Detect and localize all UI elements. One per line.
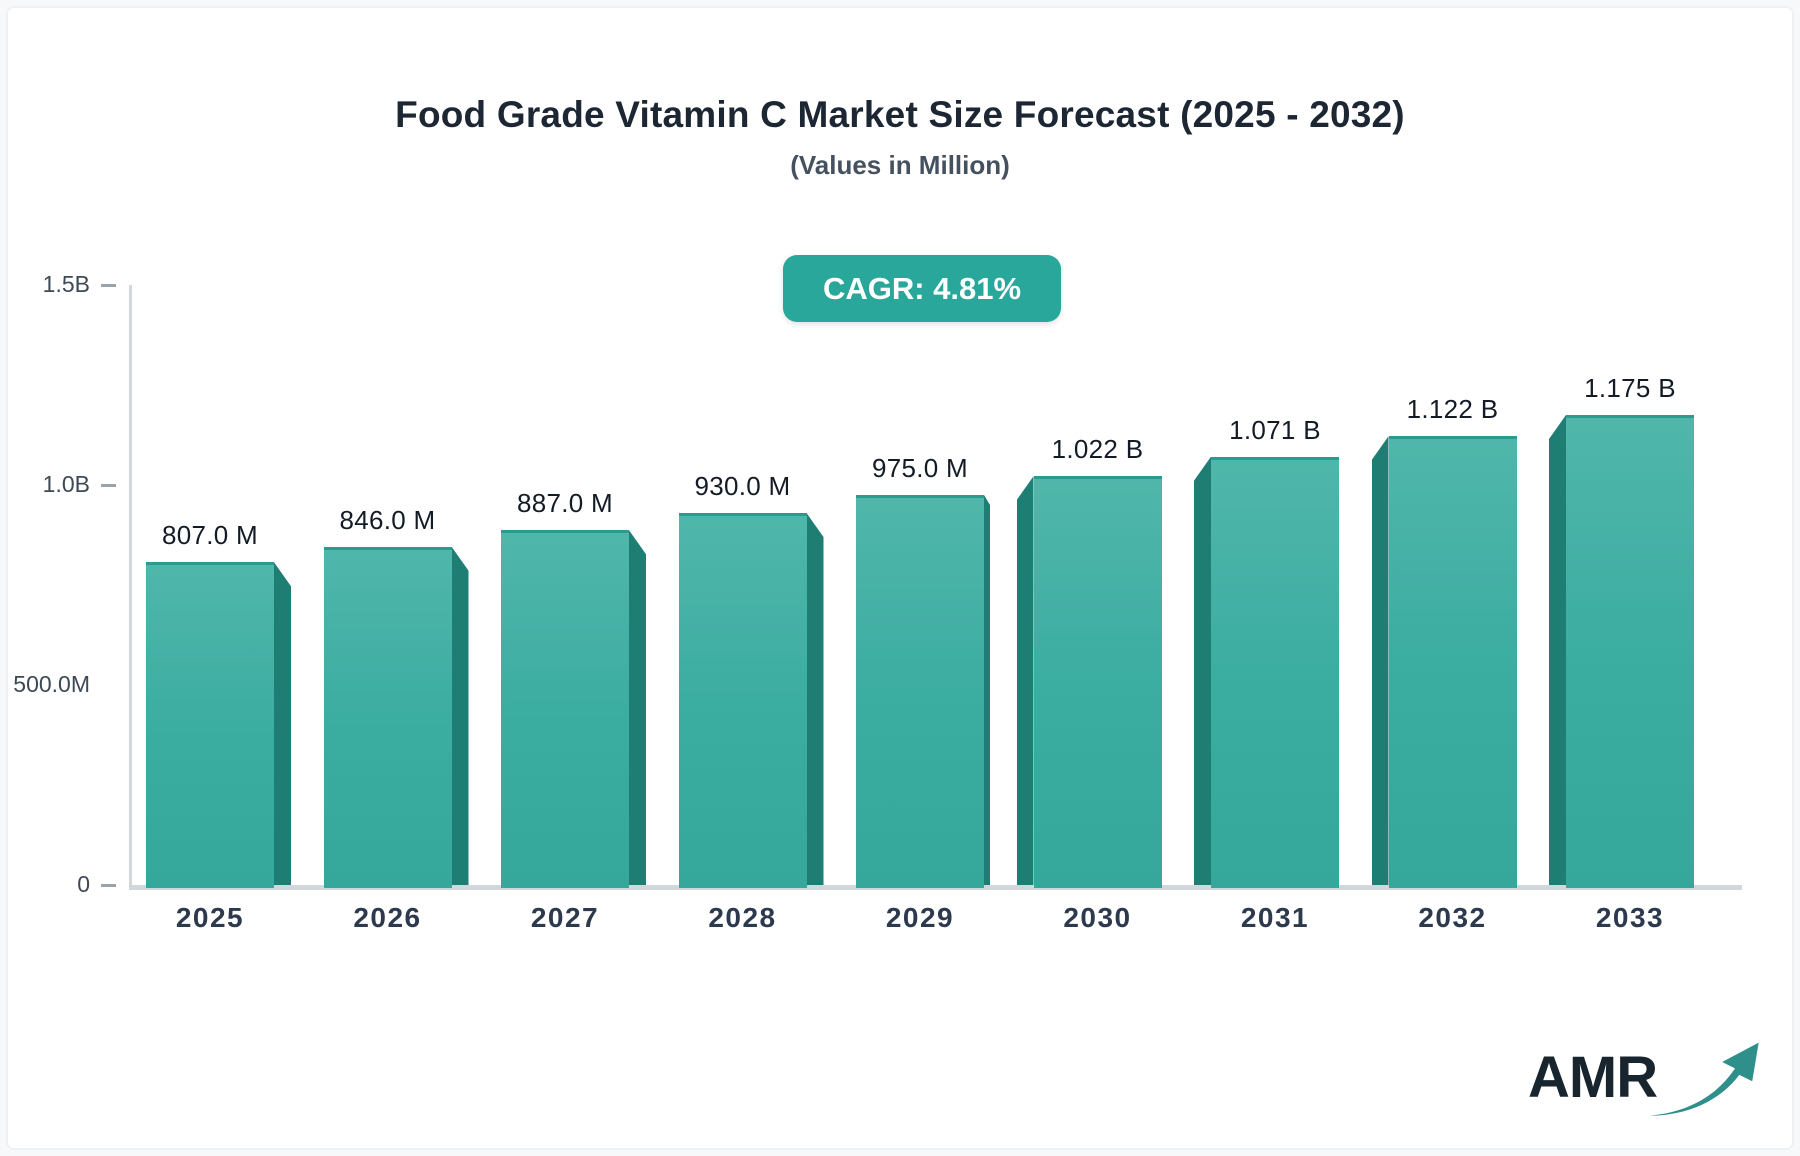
bar [678,513,807,888]
bar-value-label: 846.0 M [339,504,436,535]
bar-side-face [1016,476,1034,885]
y-axis-tick-label: 1.0B [42,471,90,497]
y-axis-tick-label: 0 [77,871,90,897]
x-axis-category-label: 2031 [1240,902,1310,933]
chart-subtitle: (Values in Million) [790,150,1010,180]
bar-value-label: 807.0 M [161,520,259,551]
bar [1211,456,1339,888]
bar [146,562,274,888]
x-axis-category-label: 2026 [353,902,422,933]
amr-logo-text: AMR [1528,1045,1658,1110]
bar [323,546,452,888]
cagr-badge-label: CAGR: 4.81% [822,270,1022,306]
x-axis-category-label: 2033 [1595,902,1665,933]
bar-value-label: 1.175 B [1584,373,1676,403]
chart-title: Food Grade Vitamin C Market Size Forecas… [395,94,1405,135]
bar-value-label: 887.0 M [516,488,614,519]
y-axis-tick-label: 500.0M [13,671,90,697]
x-axis-category-label: 2029 [885,902,955,933]
bar-value-label: 1.122 B [1406,394,1499,425]
bar-side-face [984,495,990,885]
x-axis-category-label: 2025 [175,902,245,933]
y-axis-tick-dash [101,484,116,487]
bar-side-face [806,513,824,885]
bar-value-label: 930.0 M [694,471,791,501]
bar [1033,476,1162,888]
bar-side-face [451,546,469,885]
bar-side-face [1194,456,1211,885]
bar [501,530,629,888]
y-axis-tick-dash [101,284,116,287]
y-axis-tick-dash [101,884,116,887]
cagr-badge: CAGR: 4.81% [783,255,1061,322]
x-axis-category-label: 2032 [1418,902,1487,933]
bar [856,495,984,888]
amr-logo: AMR [1528,1030,1759,1125]
bar [1388,436,1517,888]
bar-value-label: 1.071 B [1229,414,1321,445]
bar-side-face [274,562,291,885]
x-axis-category-label: 2030 [1063,902,1132,933]
bar-side-face [629,530,646,885]
x-axis-category-label: 2028 [708,902,777,933]
bar-side-face [1371,436,1389,885]
y-axis-line [129,285,132,885]
x-axis-category-label: 2027 [530,902,600,933]
bar-side-face [1549,415,1566,885]
y-axis-tick-label: 1.5B [42,271,90,297]
bar-value-label: 1.022 B [1051,434,1144,465]
bar [1566,415,1694,888]
growth-arrow-icon [1649,1042,1759,1116]
bar-value-label: 975.0 M [871,453,969,483]
